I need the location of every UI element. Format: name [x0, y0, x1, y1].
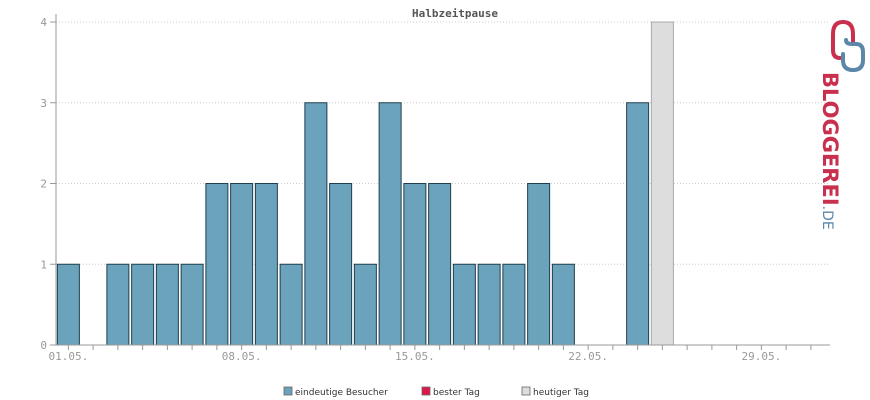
x-tick-label: 15.05. [395, 350, 435, 363]
y-tick-label: 2 [40, 178, 47, 191]
bar-visitors [626, 102, 650, 346]
bar-visitors [279, 263, 303, 346]
x-tick-label: 01.05. [49, 350, 89, 363]
y-tick-label: 3 [40, 97, 47, 110]
legend-swatch [421, 386, 431, 396]
chart-title: Halbzeitpause [412, 7, 498, 20]
bar-visitors [230, 183, 254, 346]
bar-visitors [329, 183, 353, 346]
x-tick-label: 29.05. [742, 350, 782, 363]
bar-visitors [502, 263, 526, 346]
bar-visitors [403, 183, 427, 346]
x-tick-label: 22.05. [568, 350, 608, 363]
bar-visitors [304, 102, 328, 346]
x-tick-label: 08.05. [222, 350, 262, 363]
legend-label: bester Tag [433, 388, 480, 398]
bar-visitors [527, 183, 551, 346]
y-tick-label: 4 [40, 16, 47, 29]
bar-visitors [131, 263, 155, 346]
y-tick-label: 1 [40, 258, 47, 271]
legend-label: eindeutige Besucher [295, 388, 388, 398]
bloggerei-logo-wordmark: BLOGGEREI.DE [818, 72, 842, 230]
bar-visitors [155, 263, 179, 346]
y-tick-label: 0 [40, 339, 47, 352]
bar-visitors [254, 183, 278, 346]
legend: eindeutige Besucher bester Tag heutiger Ta… [283, 386, 589, 398]
bar-visitors [477, 263, 501, 346]
legend-swatch [283, 386, 293, 396]
bar-visitors [56, 263, 80, 346]
bar-visitors [428, 183, 452, 346]
bar-visitors [353, 263, 377, 346]
bar-visitors [378, 102, 402, 346]
bar-visitors [452, 263, 476, 346]
legend-label: heutiger Tag [533, 388, 589, 398]
bloggerei-logo-icon [831, 19, 865, 73]
bar-visitors [180, 263, 204, 346]
legend-swatch [521, 386, 531, 396]
bar-visitors [551, 263, 575, 346]
bar-visitors [106, 263, 130, 346]
bar-visitors [205, 183, 229, 346]
bloggerei-logo: BLOGGEREI.DE [818, 19, 865, 230]
bars [56, 21, 674, 346]
axes: 0 1 2 3 4 01.05. 08.05. 15.05. 22.05. 29.05. [40, 14, 830, 363]
bar-today [650, 21, 674, 346]
